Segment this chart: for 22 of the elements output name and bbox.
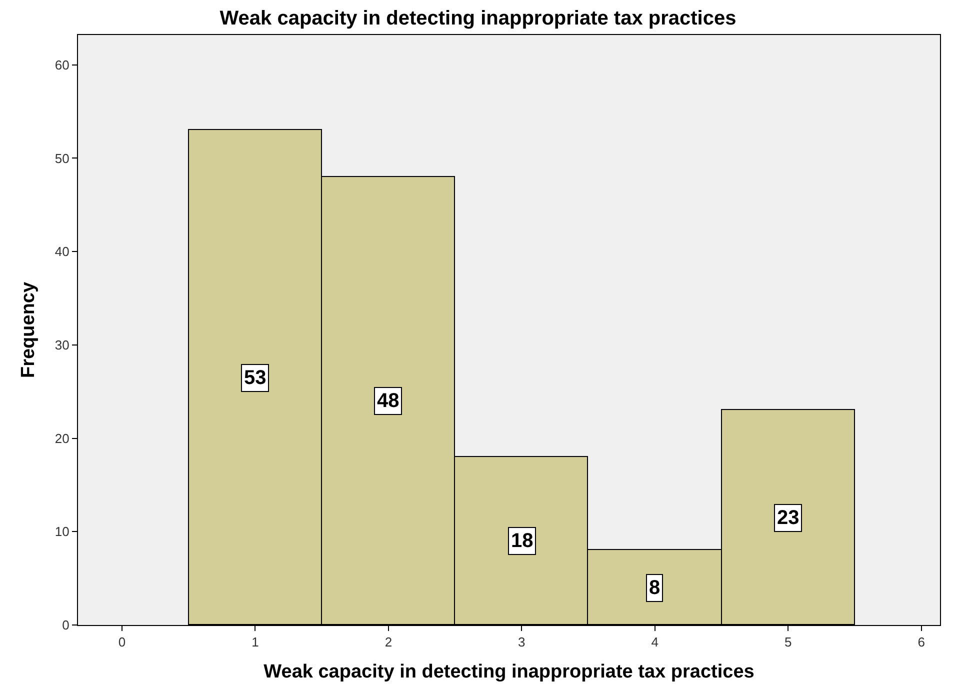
x-tick-label: 6 [918, 634, 925, 650]
y-axis-title: Frequency [18, 282, 39, 378]
y-tick-label: 10 [54, 524, 70, 540]
x-tick-label: 0 [118, 634, 126, 650]
y-tick-label: 30 [54, 337, 70, 352]
x-tick-label: 2 [384, 634, 392, 650]
data-label: 53 [244, 367, 266, 389]
x-tick-label: 1 [252, 634, 259, 650]
x-axis-title: Weak capacity in detecting inappropriate tax practices [264, 661, 754, 682]
x-tick-label: 4 [651, 634, 659, 650]
y-tick-label: 50 [54, 150, 70, 166]
y-tick-label: 40 [54, 244, 70, 260]
data-label: 18 [511, 530, 534, 552]
data-label: 23 [777, 507, 800, 529]
data-label: 48 [377, 390, 400, 412]
x-tick-label: 5 [784, 634, 792, 650]
data-label: 8 [649, 577, 660, 599]
y-tick-label: 0 [62, 618, 70, 633]
y-tick-label: 60 [54, 57, 70, 72]
x-tick-label: 3 [518, 634, 526, 650]
chart-title: Weak capacity in detecting inappropriate tax practices [220, 7, 736, 30]
y-tick-label: 20 [54, 430, 70, 446]
